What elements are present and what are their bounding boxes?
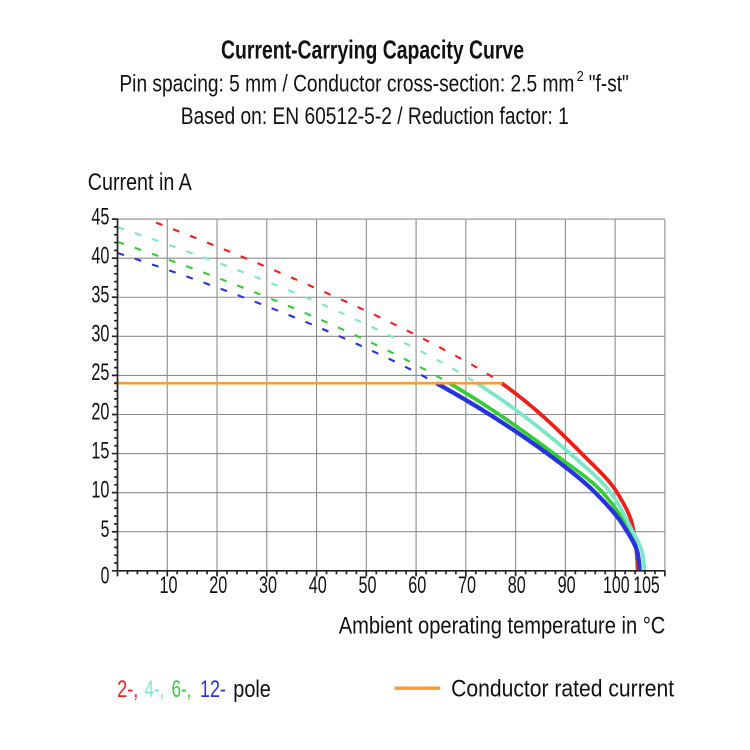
svg-text:Current in A: Current in A: [88, 169, 192, 196]
svg-text:pole: pole: [233, 676, 270, 703]
svg-text:Current-Carrying Capacity Curv: Current-Carrying Capacity Curve: [221, 35, 524, 65]
svg-text:50: 50: [359, 572, 377, 599]
svg-text:90: 90: [558, 572, 576, 599]
svg-text:12-: 12-: [200, 676, 226, 703]
svg-text:60: 60: [408, 572, 426, 599]
svg-text:"f-st": "f-st": [589, 70, 629, 97]
svg-text:10: 10: [91, 477, 109, 504]
svg-text:40: 40: [309, 572, 327, 599]
svg-text:30: 30: [91, 320, 109, 347]
svg-text:25: 25: [91, 359, 109, 386]
svg-text:20: 20: [209, 572, 227, 599]
svg-text:Pin spacing: 5 mm / Conductor: Pin spacing: 5 mm / Conductor cross-sect…: [119, 70, 574, 97]
svg-text:45: 45: [91, 204, 109, 231]
svg-text:2-,: 2-,: [117, 676, 138, 703]
svg-text:20: 20: [91, 399, 109, 426]
svg-text:15: 15: [91, 438, 109, 465]
svg-text:2: 2: [577, 69, 584, 85]
svg-text:Conductor rated current: Conductor rated current: [451, 676, 674, 703]
svg-text:30: 30: [259, 572, 277, 599]
svg-text:6-,: 6-,: [172, 676, 192, 703]
svg-text:40: 40: [91, 242, 109, 269]
svg-text:Based on: EN 60512-5-2 / Reduc: Based on: EN 60512-5-2 / Reduction facto…: [181, 103, 569, 130]
svg-text:100: 100: [603, 572, 630, 599]
svg-text:5: 5: [101, 516, 110, 543]
svg-text:4-,: 4-,: [145, 676, 165, 703]
svg-text:80: 80: [508, 572, 526, 599]
svg-text:10: 10: [160, 572, 178, 599]
svg-text:105: 105: [633, 572, 660, 599]
svg-text:Ambient operating temperature: Ambient operating temperature in °C: [339, 613, 666, 640]
svg-text:0: 0: [101, 563, 110, 590]
svg-text:70: 70: [458, 572, 476, 599]
svg-text:35: 35: [91, 281, 109, 308]
